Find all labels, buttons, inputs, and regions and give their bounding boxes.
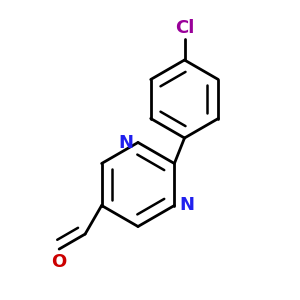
Text: N: N (179, 196, 194, 214)
Text: O: O (52, 253, 67, 271)
Text: N: N (118, 134, 133, 152)
Text: Cl: Cl (175, 19, 194, 37)
